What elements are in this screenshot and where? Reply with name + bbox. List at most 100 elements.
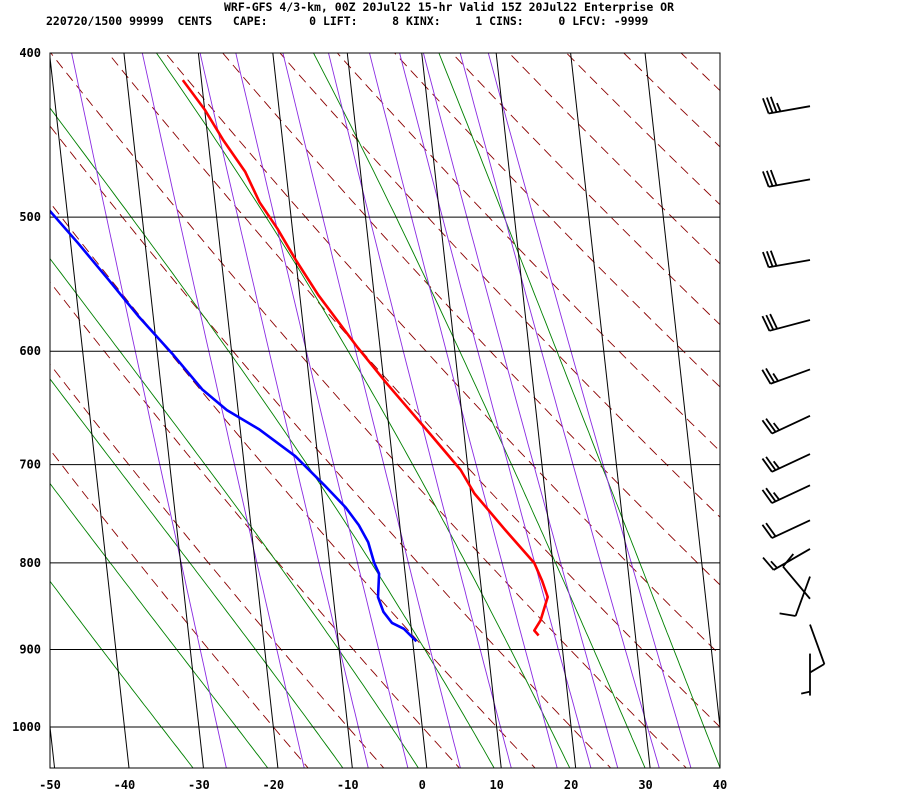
dry-adiabat <box>50 201 536 768</box>
wind-barb-half-flag <box>772 372 779 382</box>
wind-barb-flag <box>779 612 796 617</box>
y-tick-label: 500 <box>19 210 41 224</box>
wind-barb-half-flag <box>776 102 782 112</box>
sounding-traces <box>50 79 550 643</box>
x-tick-label: 20 <box>564 778 578 792</box>
wind-barb-staff <box>768 259 811 269</box>
x-tick-label: 10 <box>489 778 503 792</box>
isotherm <box>50 722 56 768</box>
wind-barb-staff <box>770 368 811 385</box>
isotherm <box>272 53 353 768</box>
wind-barb-half-flag <box>770 560 778 569</box>
mixing-ratio-line <box>235 53 409 768</box>
dry-adiabat <box>164 53 720 656</box>
wind-barb-flag <box>765 418 777 433</box>
wind-barb-staff <box>782 565 811 600</box>
dry-adiabat <box>50 125 612 768</box>
wind-barb-staff <box>773 548 811 571</box>
wind-barb-flag <box>761 524 773 539</box>
moist-adiabat <box>50 257 419 768</box>
dry-adiabat <box>279 53 720 518</box>
wind-barb-staff <box>768 178 811 188</box>
y-tick-label: 800 <box>19 556 41 570</box>
wind-barb-flag <box>765 314 775 331</box>
dry-adiabat <box>451 53 720 326</box>
isotherm <box>123 53 204 768</box>
x-tick-label: 40 <box>713 778 727 792</box>
x-tick-label: -40 <box>114 778 136 792</box>
wind-barb-flag <box>766 170 774 187</box>
wind-barb-flag <box>761 458 773 473</box>
wind-barb-staff <box>794 576 811 617</box>
reference-lines <box>50 15 900 783</box>
isotherm <box>346 53 428 768</box>
isotherm <box>50 53 130 768</box>
moist-adiabat <box>312 53 646 768</box>
dry-adiabat <box>699 15 900 783</box>
dry-adiabat <box>50 448 309 768</box>
mixing-ratio-line <box>369 53 558 768</box>
moist-adiabat <box>50 378 344 768</box>
dry-adiabat <box>50 53 687 768</box>
dry-adiabat <box>50 363 385 768</box>
wind-barb-flag <box>761 369 772 385</box>
mixing-ratio-line <box>422 53 619 768</box>
dry-adiabat <box>50 281 460 768</box>
x-tick-label: -20 <box>262 778 284 792</box>
wind-barb-flag <box>769 250 778 267</box>
temperature-trace <box>181 79 550 637</box>
wind-barb-staff <box>768 105 811 115</box>
wind-barb-half-flag <box>772 492 780 501</box>
wind-barb-flag <box>769 96 778 113</box>
x-tick-label: -50 <box>39 778 61 792</box>
moist-adiabat <box>50 107 495 768</box>
wind-barb-half-flag <box>801 690 811 695</box>
dry-adiabat <box>508 53 720 265</box>
wind-barb-flag <box>766 97 774 114</box>
y-tick-label: 1000 <box>12 720 41 734</box>
isotherm <box>197 53 279 768</box>
wind-barb-flag <box>769 313 778 330</box>
wind-barb-flag <box>761 315 771 332</box>
wind-barb-staff <box>771 519 811 539</box>
plot-frame <box>49 52 721 769</box>
x-tick-label: 0 <box>419 778 426 792</box>
dry-adiabat <box>393 53 720 388</box>
moist-adiabat <box>50 482 269 768</box>
wind-barb-staff <box>809 624 826 665</box>
axis-ticks: -50 -40 -30 -20 -10 0 10 20 30 40 400 500 600 700 800 9… <box>12 46 727 792</box>
moist-adiabat <box>438 53 720 768</box>
isotherm <box>644 53 720 732</box>
sounding-indices: 220720/1500 99999 CENTS CAPE: 0 LIFT: 8 … <box>46 14 649 28</box>
moist-adiabat <box>155 53 571 768</box>
wind-barb-flag <box>762 251 770 268</box>
wind-barb-flag <box>769 169 778 186</box>
wind-barb-flag <box>761 489 773 504</box>
y-tick-label: 700 <box>19 458 41 472</box>
mixing-ratio-line <box>487 53 692 768</box>
isotherm <box>495 53 577 768</box>
x-tick-label: -10 <box>337 778 359 792</box>
moist-adiabat <box>50 580 194 768</box>
chart-title: WRF-GFS 4/3-km, 00Z 20Jul22 15-hr Valid … <box>224 0 675 14</box>
wind-barb-half-flag <box>772 460 780 469</box>
isotherm <box>570 53 651 768</box>
wind-barb-staff <box>769 319 811 332</box>
wind-barb-staff <box>771 414 811 435</box>
dry-adiabat <box>623 53 720 148</box>
dry-adiabat <box>107 53 720 728</box>
wind-barb-flag <box>765 456 777 471</box>
wind-barb-flag <box>761 419 773 435</box>
wind-barb-flag <box>762 97 770 114</box>
wind-barb-staff <box>771 453 811 473</box>
mixing-ratio-line <box>282 53 461 768</box>
wind-barb-flag <box>765 487 777 502</box>
wind-barb-flag <box>782 553 795 568</box>
x-tick-label: 30 <box>638 778 652 792</box>
mixing-ratio-line <box>328 53 512 768</box>
y-tick-label: 900 <box>19 642 41 656</box>
wind-barbs <box>761 96 826 696</box>
wind-barb-flag <box>762 556 775 571</box>
x-tick-label: -30 <box>188 778 210 792</box>
mixing-ratio-line <box>71 53 227 768</box>
